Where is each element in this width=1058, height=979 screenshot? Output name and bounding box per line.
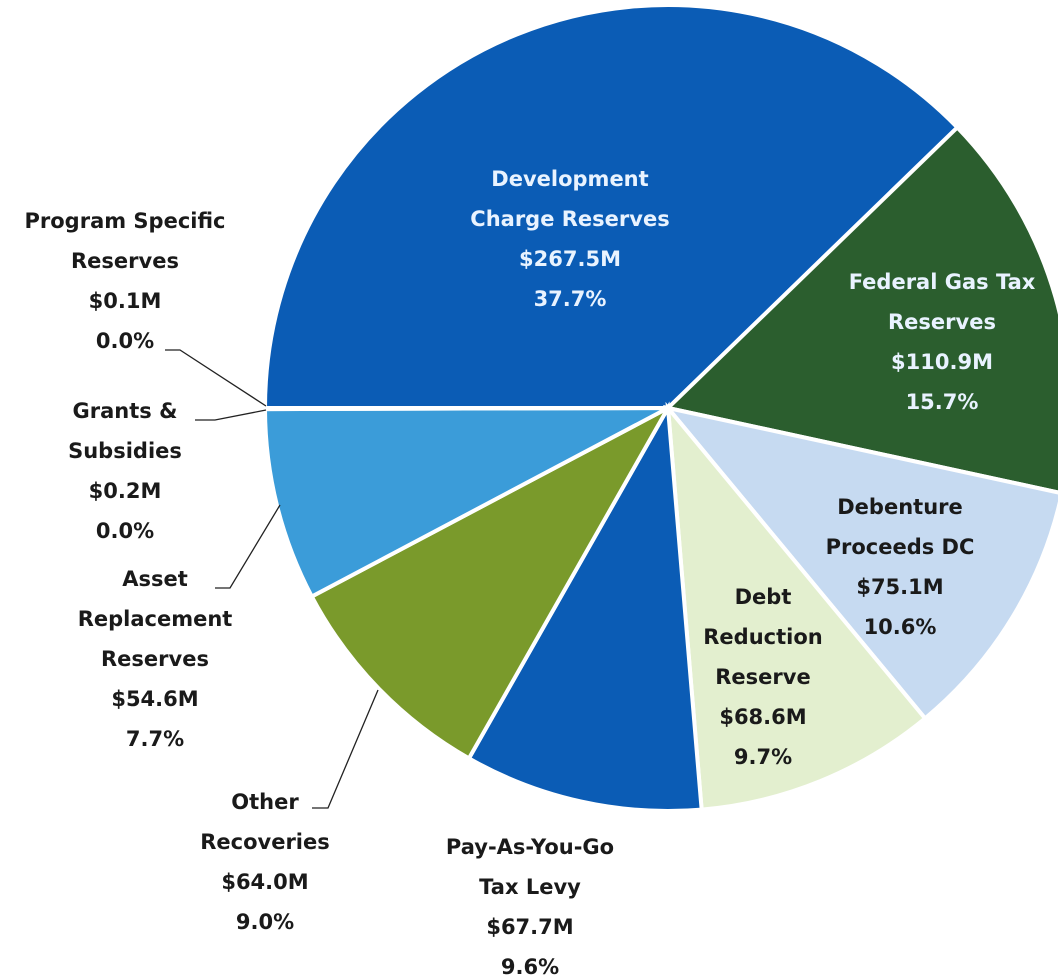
percent-label: 7.7% bbox=[126, 727, 184, 751]
pie bbox=[262, 3, 1058, 813]
value-label: $54.6M bbox=[111, 687, 198, 711]
value-label: $64.0M bbox=[221, 870, 308, 894]
percent-label: 9.0% bbox=[236, 910, 294, 934]
slice-label: Program Specific Reserves bbox=[25, 209, 226, 273]
pie-slice bbox=[309, 403, 674, 762]
leader-line bbox=[215, 504, 281, 589]
percent-label: 0.0% bbox=[96, 329, 154, 353]
pie-slice bbox=[466, 401, 704, 813]
value-label: $67.7M bbox=[486, 915, 573, 939]
leader-line bbox=[312, 689, 379, 809]
slice-label: Development Charge Reserves bbox=[470, 167, 669, 231]
slice-label: Asset Replacement Reserves bbox=[78, 567, 233, 671]
slice-label: Debenture Proceeds DC bbox=[826, 495, 975, 559]
slice-label: Pay-As-You-Go Tax Levy bbox=[446, 835, 614, 899]
slice-label: Federal Gas Tax Reserves bbox=[849, 270, 1036, 334]
pie-slice bbox=[663, 124, 1058, 495]
percent-label: 9.6% bbox=[501, 955, 559, 979]
percent-label: 15.7% bbox=[906, 390, 979, 414]
slice-label: Other Recoveries bbox=[200, 790, 330, 854]
value-label: $68.6M bbox=[719, 705, 806, 729]
value-label: $0.1M bbox=[89, 289, 162, 313]
percent-label: 10.6% bbox=[864, 615, 937, 639]
value-label: $75.1M bbox=[856, 575, 943, 599]
percent-label: 0.0% bbox=[96, 519, 154, 543]
pie-slice bbox=[665, 401, 928, 812]
leader-line bbox=[165, 349, 267, 407]
pie-slice bbox=[662, 404, 1058, 722]
leader-line bbox=[195, 409, 267, 421]
pie-slice bbox=[262, 406, 669, 600]
slice-label: Debt Reduction Reserve bbox=[703, 585, 822, 689]
pie-slice bbox=[262, 3, 961, 410]
value-label: $0.2M bbox=[89, 479, 162, 503]
percent-label: 37.7% bbox=[534, 287, 607, 311]
value-label: $267.5M bbox=[519, 247, 621, 271]
slice-label: Grants & Subsidies bbox=[68, 399, 182, 463]
value-label: $110.9M bbox=[891, 350, 993, 374]
percent-label: 9.7% bbox=[734, 745, 792, 769]
